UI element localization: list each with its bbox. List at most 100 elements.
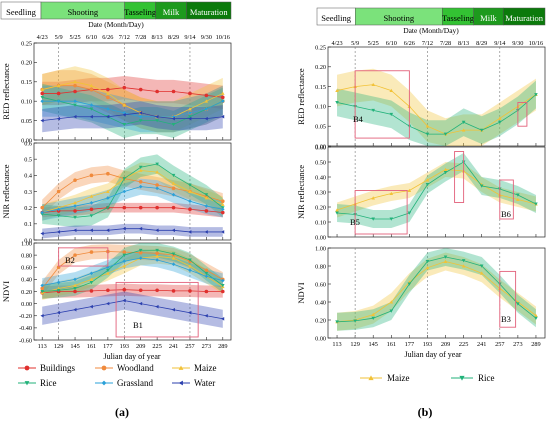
y-tick-label: 0.15 bbox=[21, 79, 32, 86]
point-maize bbox=[171, 256, 176, 260]
a-date-axis-title: Date (Month/Day) bbox=[88, 20, 144, 29]
y-tick-label: 0.0 bbox=[24, 237, 32, 244]
point-rice bbox=[371, 316, 376, 320]
point-buildings bbox=[56, 91, 61, 96]
point-water bbox=[155, 228, 159, 233]
figure-label-a: (a) bbox=[115, 405, 129, 419]
a-date-tick-label: 9/14 bbox=[184, 34, 196, 41]
point-woodland bbox=[122, 250, 127, 254]
point-rice bbox=[89, 214, 94, 218]
a-date-tick-label: 9/30 bbox=[201, 34, 212, 41]
panel-b: Seedling Shooting Tasseling Milk Maturation D… bbox=[296, 7, 546, 383]
annotation-box-b1 bbox=[115, 281, 199, 338]
b-doy-tick-label: 161 bbox=[387, 341, 396, 348]
band-water bbox=[42, 223, 223, 239]
point-rice bbox=[171, 252, 176, 256]
a-doy-tick-label: 225 bbox=[152, 343, 161, 350]
annotation-box-b5b bbox=[454, 151, 465, 203]
band-maize bbox=[337, 162, 536, 218]
point-woodland bbox=[73, 83, 77, 88]
point-water bbox=[122, 112, 126, 117]
y-tick-label: 0.20 bbox=[21, 289, 32, 296]
point-water bbox=[155, 114, 159, 119]
b-doy-tick-label: 225 bbox=[459, 341, 468, 348]
point-water bbox=[220, 230, 225, 234]
annotation-box-b3 bbox=[499, 270, 517, 328]
point-maize bbox=[335, 88, 339, 92]
annotation-label-b4: B4 bbox=[353, 114, 364, 124]
point-woodland bbox=[155, 183, 159, 187]
series-line-buildings bbox=[42, 207, 223, 213]
band-woodland bbox=[42, 244, 223, 296]
y-tick-label: 0.00 bbox=[315, 234, 326, 241]
y-tick-label: 0.20 bbox=[315, 64, 326, 71]
b-doy-tick-label: 193 bbox=[423, 341, 432, 348]
point-rice bbox=[534, 202, 538, 206]
point-rice bbox=[40, 95, 45, 100]
point-buildings bbox=[155, 205, 159, 210]
legend-marker bbox=[368, 375, 374, 381]
series-line-maize bbox=[336, 84, 537, 135]
point-woodland bbox=[106, 95, 110, 100]
point-maize bbox=[425, 266, 430, 270]
b-date-tick-label: 8/29 bbox=[476, 40, 487, 47]
y-tick-label: 0.10 bbox=[315, 104, 326, 111]
y-axis-label: NIR reflectance bbox=[1, 164, 11, 218]
plot-frame bbox=[327, 247, 546, 339]
point-rice bbox=[534, 93, 538, 97]
y-tick-label: 0.00 bbox=[315, 143, 326, 150]
point-buildings bbox=[138, 205, 143, 210]
figure-label-b: (b) bbox=[418, 405, 433, 419]
point-buildings bbox=[171, 289, 176, 293]
b-stage-label: Shooting bbox=[383, 13, 414, 23]
point-water bbox=[204, 313, 208, 318]
point-buildings bbox=[220, 289, 225, 294]
point-rice bbox=[106, 206, 110, 210]
point-water bbox=[40, 313, 44, 318]
point-rice bbox=[335, 211, 339, 215]
y-tick-label: 1.00 bbox=[315, 245, 326, 252]
point-rice bbox=[371, 217, 376, 221]
legend-marker bbox=[101, 380, 107, 386]
y-tick-label: 0.4 bbox=[24, 173, 32, 180]
point-grassland bbox=[204, 204, 209, 208]
series-line-water bbox=[42, 112, 223, 121]
band-rice bbox=[337, 153, 536, 228]
point-water bbox=[106, 228, 110, 233]
band-grassland bbox=[42, 250, 223, 293]
point-water bbox=[188, 116, 192, 121]
b-date-tick-label: 6/10 bbox=[386, 40, 397, 47]
band-buildings bbox=[42, 283, 223, 299]
point-rice bbox=[461, 120, 466, 125]
band-maize bbox=[42, 162, 223, 221]
point-rice bbox=[73, 215, 77, 220]
point-water bbox=[171, 116, 175, 121]
point-maize bbox=[443, 167, 448, 171]
point-buildings bbox=[122, 287, 127, 292]
point-rice bbox=[335, 320, 339, 324]
point-grassland bbox=[40, 210, 45, 215]
point-water bbox=[155, 304, 159, 309]
series-line-rice bbox=[337, 161, 537, 220]
b-date-tick-label: 7/12 bbox=[422, 40, 433, 47]
y-tick-label: 0.60 bbox=[315, 281, 326, 288]
b-date-tick-label: 9/14 bbox=[494, 40, 506, 47]
point-maize bbox=[122, 264, 127, 268]
band-rice bbox=[42, 83, 223, 139]
point-buildings bbox=[171, 205, 176, 210]
point-maize bbox=[155, 170, 159, 174]
b-date-tick-label: 7/28 bbox=[440, 40, 451, 47]
point-maize bbox=[155, 254, 159, 258]
point-rice bbox=[389, 112, 394, 117]
y-tick-label: 0.1 bbox=[24, 221, 32, 228]
point-water bbox=[204, 230, 208, 234]
point-rice bbox=[138, 119, 143, 123]
point-buildings bbox=[73, 289, 77, 294]
legend-marker bbox=[178, 365, 184, 370]
series-line-rice bbox=[42, 96, 223, 125]
b-doy-tick-label: 289 bbox=[531, 341, 540, 348]
panel-a: Seedling Shooting Tasseling Milk Maturation D… bbox=[0, 1, 232, 388]
a-doy-tick-label: 113 bbox=[38, 343, 47, 350]
a-doy-tick-label: 289 bbox=[218, 343, 227, 350]
point-grassland bbox=[89, 103, 94, 107]
